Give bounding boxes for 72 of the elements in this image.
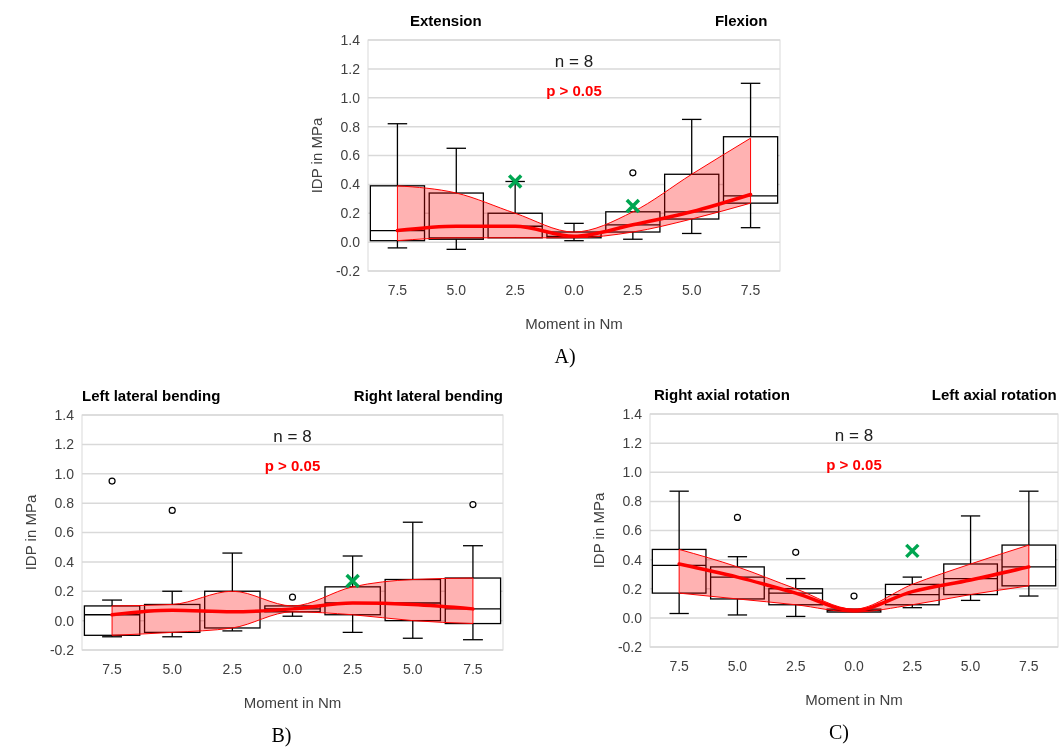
x-tick-label: 2.5 [623, 281, 643, 298]
line-series [677, 562, 1031, 613]
y-tick-label: 1.4 [622, 405, 643, 422]
x-tick-label: 2.5 [222, 660, 243, 677]
y-tick-label: 0.2 [54, 583, 75, 600]
x-tick-label: 7.5 [463, 660, 483, 677]
y-tick-label: 1.2 [340, 60, 361, 77]
x-axis-title: Moment in Nm [805, 691, 903, 708]
y-tick-label: -0.2 [617, 638, 643, 655]
text: B) [271, 724, 292, 747]
x-tick-label: 7.5 [740, 281, 761, 298]
y-tick-label: 0.6 [622, 522, 643, 539]
x-tick-label: 0.0 [844, 657, 864, 674]
x-tick-label: 5.0 [681, 281, 702, 298]
y-tick-label: 1.2 [622, 435, 643, 452]
y-tick-label: -0.2 [49, 641, 75, 658]
text: n = 8 [834, 426, 874, 445]
y-tick-label: 1.2 [54, 436, 75, 453]
y-tick-label: 0.0 [340, 234, 361, 251]
y-tick-label: 0.0 [622, 609, 643, 626]
x-tick-label: 5.0 [162, 660, 183, 677]
x-tick-label: 2.5 [505, 281, 526, 298]
y-tick-label: 0.2 [622, 580, 643, 597]
text: n = 8 [273, 427, 312, 446]
x-tick-label: 2.5 [785, 657, 806, 674]
text: p > 0.05 [264, 457, 321, 474]
y-tick-label: 1.4 [54, 406, 75, 423]
y-tick-label: 1.0 [622, 464, 643, 481]
y-tick-label: 1.0 [340, 89, 361, 106]
y-axis-title: IDP in MPa [590, 492, 607, 569]
y-tick-label: 0.6 [54, 524, 75, 541]
x-tick-label: 0.0 [564, 281, 584, 298]
text: Flexion [714, 12, 768, 29]
text: n = 8 [554, 52, 594, 71]
x-tick-label: 5.0 [727, 657, 748, 674]
text: C) [829, 721, 849, 744]
line-series [395, 192, 753, 239]
x-tick-label: 5.0 [446, 281, 467, 298]
y-tick-label: 0.8 [54, 495, 75, 512]
text: A) [554, 345, 576, 368]
y-tick-label: 1.4 [340, 31, 361, 48]
x-tick-label: 2.5 [342, 660, 363, 677]
y-tick-label: 0.0 [54, 612, 75, 629]
text: Extension [410, 12, 482, 29]
x-tick-label: 7.5 [669, 657, 690, 674]
text: Right axial rotation [654, 386, 790, 403]
text: Left lateral bending [82, 387, 221, 404]
y-axis-title: IDP in MPa [308, 117, 325, 194]
y-tick-label: -0.2 [335, 262, 361, 279]
line-series [110, 601, 475, 617]
y-tick-label: 0.4 [622, 551, 643, 568]
x-tick-label: 0.0 [282, 660, 303, 677]
x-tick-label: 2.5 [902, 657, 923, 674]
x-tick-label: 5.0 [403, 660, 423, 677]
y-tick-label: 0.2 [340, 205, 361, 222]
y-tick-label: 0.4 [54, 553, 75, 570]
y-tick-label: 1.0 [54, 465, 75, 482]
x-axis-title: Moment in Nm [525, 315, 623, 332]
y-axis-title: IDP in MPa [22, 494, 39, 571]
x-axis-title: Moment in Nm [243, 694, 342, 711]
y-tick-label: 0.6 [340, 147, 361, 164]
y-tick-label: 0.8 [340, 118, 361, 135]
text: p > 0.05 [826, 456, 882, 473]
text: p > 0.05 [546, 82, 602, 99]
text: Left axial rotation [931, 386, 1057, 403]
y-tick-label: 0.8 [622, 493, 643, 510]
x-tick-label: 5.0 [960, 657, 981, 674]
x-tick-label: 7.5 [102, 660, 123, 677]
y-tick-label: 0.4 [340, 176, 361, 193]
x-tick-label: 7.5 [387, 281, 408, 298]
text: Right lateral bending [353, 387, 503, 404]
x-tick-label: 7.5 [1019, 657, 1039, 674]
